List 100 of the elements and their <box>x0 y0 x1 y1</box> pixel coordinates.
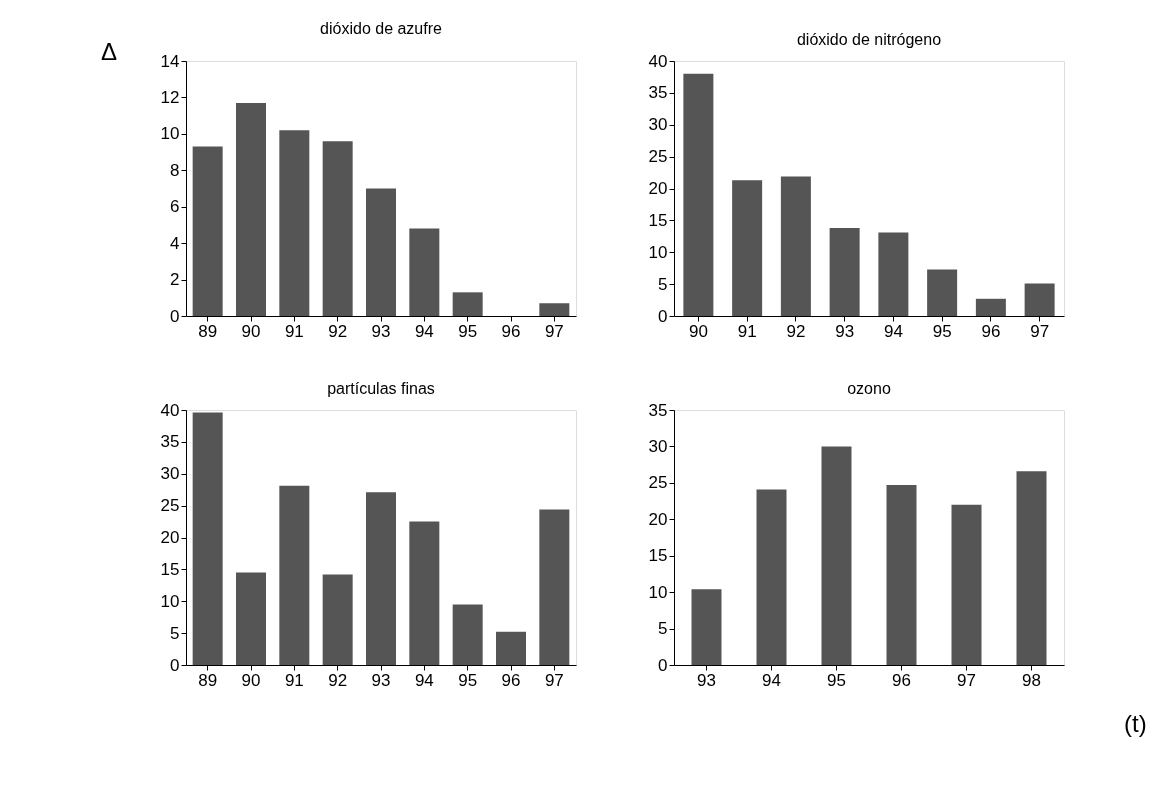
x-tick-label: 97 <box>544 670 564 690</box>
x-tick-label: 89 <box>198 321 218 341</box>
bar <box>927 269 958 316</box>
y-tick-label: 20 <box>160 528 180 547</box>
x-tick-label: 93 <box>371 321 391 341</box>
chart-title: dióxido de nitrógeno <box>796 31 942 48</box>
bar <box>1016 471 1047 665</box>
bar <box>756 489 787 665</box>
bar <box>279 130 310 316</box>
bar <box>366 492 396 665</box>
y-tick-label: 35 <box>648 83 668 103</box>
bar <box>951 504 982 665</box>
bar <box>691 589 722 665</box>
bar <box>452 292 483 316</box>
bar <box>192 412 223 665</box>
y-tick-label: 5 <box>658 619 668 639</box>
bar <box>322 141 353 316</box>
y-tick-label: 10 <box>648 582 668 602</box>
x-tick-label: 92 <box>328 321 348 341</box>
x-tick-label: 95 <box>458 321 478 341</box>
y-tick-label: 10 <box>160 591 180 611</box>
y-tick-label: 20 <box>648 509 668 529</box>
bar <box>732 180 763 316</box>
x-tick-label: 94 <box>414 321 434 341</box>
x-tick-label: 95 <box>458 670 478 690</box>
y-tick-label: 15 <box>160 559 180 579</box>
x-tick-label: 91 <box>284 670 304 690</box>
chart-title: dióxido de azufre <box>320 20 443 37</box>
bar <box>452 604 483 665</box>
y-tick-label: 40 <box>160 400 180 420</box>
bar <box>683 73 714 316</box>
y-tick-label: 15 <box>648 546 668 566</box>
x-tick-label: 90 <box>241 670 261 690</box>
x-tick-label: 97 <box>957 670 976 690</box>
bar <box>409 521 440 665</box>
x-tick-label: 91 <box>737 321 757 341</box>
y-tick-label: 30 <box>160 464 180 484</box>
bar <box>322 574 353 665</box>
x-tick-label: 90 <box>688 321 708 341</box>
x-tick-label: 94 <box>883 321 903 341</box>
x-tick-label: 91 <box>284 321 304 341</box>
y-tick-label: 6 <box>170 197 180 217</box>
bar <box>279 485 310 665</box>
bar <box>829 228 860 316</box>
x-tick-label: 97 <box>544 321 564 341</box>
bar <box>780 176 811 316</box>
x-tick-label: 92 <box>328 670 348 690</box>
y-tick-label: 30 <box>648 436 668 456</box>
bar <box>236 572 266 665</box>
y-tick-label: 10 <box>160 124 180 144</box>
y-tick-label: 35 <box>648 400 668 420</box>
y-tick-label: 0 <box>170 306 180 326</box>
bar <box>886 485 917 665</box>
x-tick-label: 93 <box>835 321 855 341</box>
chart-title: partículas finas <box>327 380 435 397</box>
bar <box>975 298 1006 316</box>
x-tick-label: 98 <box>1022 670 1041 690</box>
x-tick-label: 93 <box>697 670 716 690</box>
x-tick-label: 96 <box>981 321 1001 341</box>
bar <box>236 102 266 316</box>
y-tick-label: 35 <box>160 432 180 452</box>
y-tick-label: 0 <box>658 655 668 675</box>
y-tick-label: 25 <box>160 496 180 516</box>
text: Δ <box>101 38 118 65</box>
x-tick-label: 92 <box>786 321 806 341</box>
y-tick-label: 5 <box>170 623 180 643</box>
y-tick-label: 0 <box>170 655 180 675</box>
x-tick-label: 97 <box>1030 321 1050 341</box>
y-tick-label: 8 <box>170 160 180 180</box>
bar <box>496 631 526 665</box>
x-tick-label: 95 <box>827 670 846 690</box>
x-tick-label: 96 <box>892 670 911 690</box>
x-tick-label: 90 <box>241 321 261 341</box>
y-tick-label: 15 <box>648 210 668 230</box>
y-tick-label: 4 <box>170 233 180 253</box>
y-tick-label: 10 <box>648 242 668 262</box>
y-tick-label: 40 <box>648 51 668 71</box>
y-tick-label: 30 <box>648 115 668 135</box>
y-tick-label: 25 <box>648 473 668 493</box>
chart-title: ozono <box>847 380 891 397</box>
x-tick-label: 95 <box>932 321 952 341</box>
x-tick-label: 96 <box>501 670 521 690</box>
x-tick-label: 89 <box>198 670 218 690</box>
bar <box>1024 283 1055 316</box>
bar <box>878 232 909 316</box>
x-tick-label: 93 <box>371 670 391 690</box>
y-tick-label: 2 <box>170 270 180 290</box>
x-tick-label: 94 <box>762 670 781 690</box>
bar <box>366 188 396 316</box>
y-tick-label: 5 <box>658 274 668 294</box>
bar <box>409 228 440 316</box>
y-tick-label: 0 <box>658 306 668 326</box>
y-tick-label: 25 <box>648 147 668 167</box>
y-tick-label: 20 <box>648 179 668 198</box>
bar <box>821 446 852 665</box>
x-tick-label: 94 <box>414 670 434 690</box>
text: (t) <box>1124 710 1147 737</box>
x-tick-label: 96 <box>501 321 521 341</box>
y-tick-label: 14 <box>160 51 180 71</box>
bar <box>539 303 570 316</box>
